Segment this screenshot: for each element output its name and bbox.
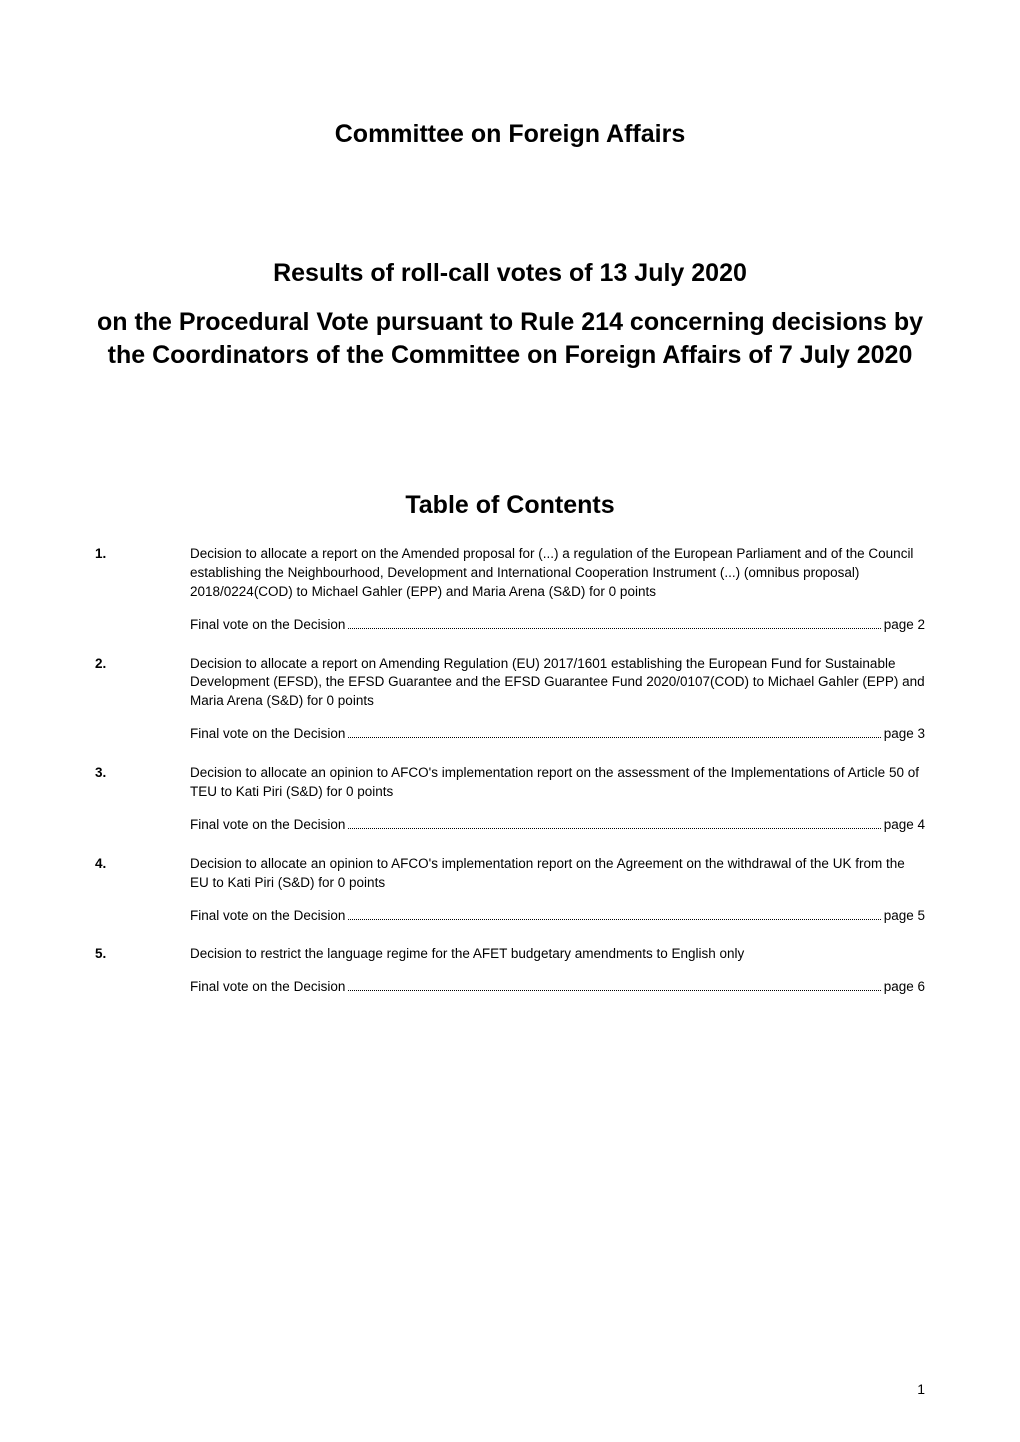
toc-page-ref: page 6 [884, 978, 925, 997]
toc-page-ref: page 4 [884, 816, 925, 835]
toc-item-number: 4. [95, 855, 190, 932]
toc-item: 1. Decision to allocate a report on the … [95, 545, 925, 641]
toc-item-content: Decision to allocate an opinion to AFCO'… [190, 855, 925, 932]
toc-item-number: 1. [95, 545, 190, 641]
toc-item: 2. Decision to allocate a report on Amen… [95, 655, 925, 751]
subtitle-line-1: Results of roll-call votes of 13 July 20… [95, 259, 925, 288]
toc-item-description: Decision to allocate an opinion to AFCO'… [190, 855, 925, 893]
toc-page-line: Final vote on the Decision page 6 [190, 978, 925, 997]
toc-item: 4. Decision to allocate an opinion to AF… [95, 855, 925, 932]
subtitle-line-2: on the Procedural Vote pursuant to Rule … [95, 306, 925, 371]
toc-item: 3. Decision to allocate an opinion to AF… [95, 764, 925, 841]
toc-item-number: 3. [95, 764, 190, 841]
toc-vote-label: Final vote on the Decision [190, 978, 345, 997]
toc-vote-label: Final vote on the Decision [190, 616, 345, 635]
toc-vote-label: Final vote on the Decision [190, 816, 345, 835]
toc-page-ref: page 2 [884, 616, 925, 635]
toc-page-line: Final vote on the Decision page 2 [190, 616, 925, 635]
toc-dots [348, 990, 880, 991]
document-title: Committee on Foreign Affairs [95, 120, 925, 149]
toc-page-ref: page 3 [884, 725, 925, 744]
toc-item-description: Decision to allocate a report on the Ame… [190, 545, 925, 602]
toc-dots [348, 628, 880, 629]
toc-item-number: 5. [95, 945, 190, 1003]
toc-item-content: Decision to allocate a report on Amendin… [190, 655, 925, 751]
toc-item: 5. Decision to restrict the language reg… [95, 945, 925, 1003]
toc-dots [348, 828, 880, 829]
toc-item-description: Decision to restrict the language regime… [190, 945, 925, 964]
page-number: 1 [917, 1381, 925, 1397]
toc-page-line: Final vote on the Decision page 5 [190, 907, 925, 926]
toc-item-content: Decision to allocate an opinion to AFCO'… [190, 764, 925, 841]
toc-page-line: Final vote on the Decision page 3 [190, 725, 925, 744]
toc-dots [348, 919, 880, 920]
toc-page-line: Final vote on the Decision page 4 [190, 816, 925, 835]
toc-vote-label: Final vote on the Decision [190, 725, 345, 744]
toc-dots [348, 737, 880, 738]
toc-vote-label: Final vote on the Decision [190, 907, 345, 926]
toc-header: Table of Contents [95, 491, 925, 520]
toc-item-description: Decision to allocate an opinion to AFCO'… [190, 764, 925, 802]
toc-item-description: Decision to allocate a report on Amendin… [190, 655, 925, 712]
toc-page-ref: page 5 [884, 907, 925, 926]
toc-item-content: Decision to restrict the language regime… [190, 945, 925, 1003]
toc-item-content: Decision to allocate a report on the Ame… [190, 545, 925, 641]
toc-item-number: 2. [95, 655, 190, 751]
